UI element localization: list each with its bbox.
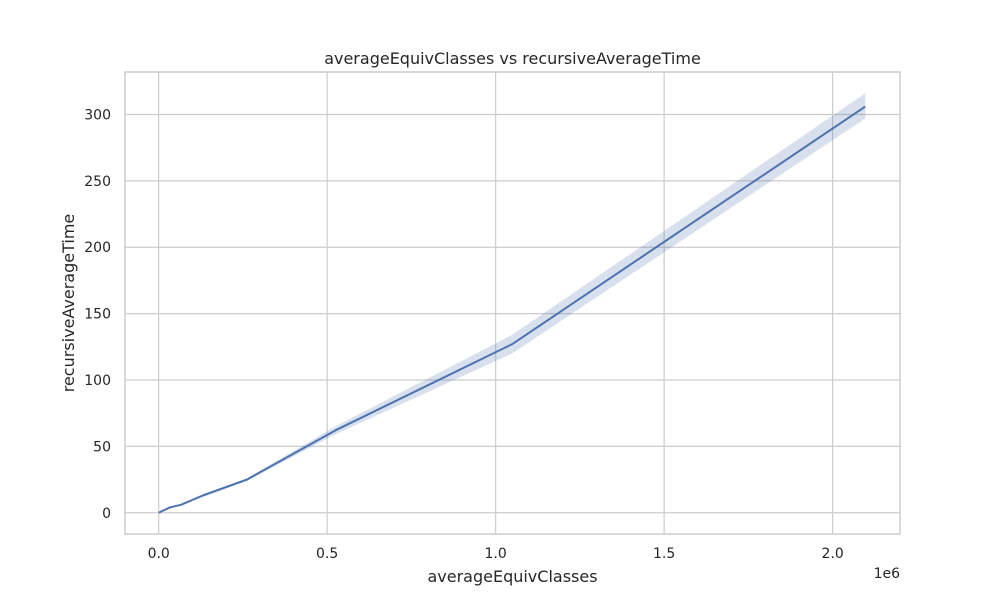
x-tick-label: 1.0 <box>485 546 507 562</box>
x-tick-label: 0.0 <box>148 546 170 562</box>
x-tick-labels: 0.0 0.5 1.0 1.5 2.0 <box>148 546 844 562</box>
x-tick-label: 0.5 <box>316 546 338 562</box>
y-tick-label: 300 <box>84 107 111 123</box>
x-tick-label: 2.0 <box>821 546 843 562</box>
y-tick-label: 100 <box>84 373 111 389</box>
series-lines <box>158 105 866 514</box>
series-line <box>158 105 866 514</box>
x-axis-label: averageEquivClasses <box>427 567 597 586</box>
y-tick-label: 200 <box>84 240 111 256</box>
x-axis-offset-label: 1e6 <box>874 566 901 582</box>
y-axis-label: recursiveAverageTime <box>59 214 78 393</box>
plot-frame <box>124 71 901 535</box>
chart-title: averageEquivClasses vs recursiveAverageT… <box>324 49 701 68</box>
y-tick-label: 50 <box>93 439 111 455</box>
y-tick-label: 150 <box>84 307 111 323</box>
y-tick-labels: 0 50 100 150 200 250 300 <box>84 107 111 521</box>
x-tick-label: 1.5 <box>653 546 675 562</box>
y-tick-label: 0 <box>102 506 111 522</box>
y-tick-label: 250 <box>84 174 111 190</box>
grid-lines <box>125 72 900 534</box>
